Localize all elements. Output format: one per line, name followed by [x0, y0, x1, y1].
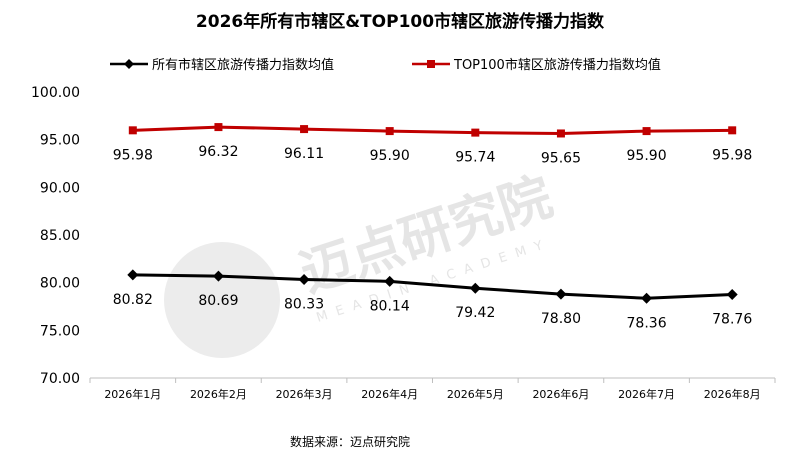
y-tick-label: 100.00 — [31, 85, 80, 101]
watermark-logo-icon — [164, 242, 280, 358]
data-label: 95.65 — [541, 150, 581, 166]
data-label: 95.74 — [455, 150, 495, 166]
x-tick-marks — [89, 378, 776, 383]
legend-label-series-1: 所有市辖区旅游传播力指数均值 — [152, 57, 334, 73]
data-label: 95.98 — [712, 147, 752, 163]
data-point — [298, 274, 310, 286]
data-label: 80.14 — [370, 298, 410, 314]
data-label: 95.90 — [370, 148, 410, 164]
data-label: 96.32 — [198, 144, 238, 160]
legend: 所有市辖区旅游传播力指数均值 TOP100市辖区旅游传播力指数均值 — [110, 57, 661, 73]
data-label: 95.90 — [627, 148, 667, 164]
legend-item-series-1: 所有市辖区旅游传播力指数均值 — [110, 57, 334, 73]
x-tick-label: 2026年3月 — [276, 387, 333, 401]
chart-title: 2026年所有市辖区&TOP100市辖区旅游传播力指数 — [196, 11, 605, 32]
data-point — [127, 269, 139, 281]
data-point — [300, 125, 309, 134]
legend-label-series-2: TOP100市辖区旅游传播力指数均值 — [453, 57, 661, 73]
data-point — [641, 292, 653, 304]
y-tick-label: 95.00 — [40, 133, 80, 149]
data-point — [726, 288, 738, 300]
y-tick-label: 70.00 — [40, 371, 80, 387]
data-label: 78.36 — [627, 315, 667, 331]
data-label: 80.33 — [284, 297, 324, 313]
legend-diamond-icon — [124, 59, 134, 69]
x-tick-label: 2026年7月 — [618, 387, 675, 401]
series-1: 80.82 80.69 80.33 80.14 79.42 78.80 78.36 78.76 — [113, 269, 752, 331]
data-point — [384, 275, 396, 287]
data-point — [642, 127, 651, 136]
x-tick-label: 2026年8月 — [704, 387, 761, 401]
y-tick-label: 90.00 — [40, 180, 80, 196]
data-point — [385, 127, 394, 136]
data-source: 数据来源：迈点研究院 — [290, 434, 410, 449]
y-tick-label: 75.00 — [40, 323, 80, 339]
x-tick-label: 2026年2月 — [190, 387, 247, 401]
data-point — [556, 129, 565, 138]
data-label: 80.82 — [113, 292, 153, 308]
legend-square-icon — [427, 60, 435, 68]
data-label: 79.42 — [455, 305, 495, 321]
legend-item-series-2: TOP100市辖区旅游传播力指数均值 — [412, 57, 661, 73]
series-line — [132, 273, 733, 300]
data-point — [128, 126, 137, 135]
y-tick-label: 85.00 — [40, 228, 80, 244]
watermark: 迈点研究院 MEADIN ACADEMY — [164, 167, 559, 358]
data-point — [469, 282, 481, 294]
x-tick-label: 2026年1月 — [104, 387, 161, 401]
data-label: 78.80 — [541, 311, 581, 327]
series-line — [132, 125, 733, 135]
data-point — [212, 270, 224, 282]
x-tick-labels: 2026年1月 2026年2月 2026年3月 2026年4月 2026年5月 2026年… — [104, 387, 760, 401]
x-tick-label: 2026年4月 — [361, 387, 418, 401]
y-tick-label: 80.00 — [40, 276, 80, 292]
x-tick-label: 2026年6月 — [532, 387, 589, 401]
y-tick-labels: 70.00 75.00 80.00 85.00 90.00 95.00 100.00 — [31, 85, 80, 387]
data-point — [728, 126, 737, 135]
x-tick-label: 2026年5月 — [447, 387, 504, 401]
data-label: 95.98 — [113, 147, 153, 163]
data-label: 80.69 — [198, 293, 238, 309]
series-2: 95.98 96.32 96.11 95.90 95.74 95.65 95.90 95.98 — [113, 123, 752, 166]
data-point — [214, 123, 223, 132]
data-label: 96.11 — [284, 146, 324, 162]
data-point — [471, 128, 480, 137]
data-point — [555, 288, 567, 300]
series-layer: 80.82 80.69 80.33 80.14 79.42 78.80 78.36 78.76… — [113, 123, 752, 331]
data-label: 78.76 — [712, 311, 752, 327]
